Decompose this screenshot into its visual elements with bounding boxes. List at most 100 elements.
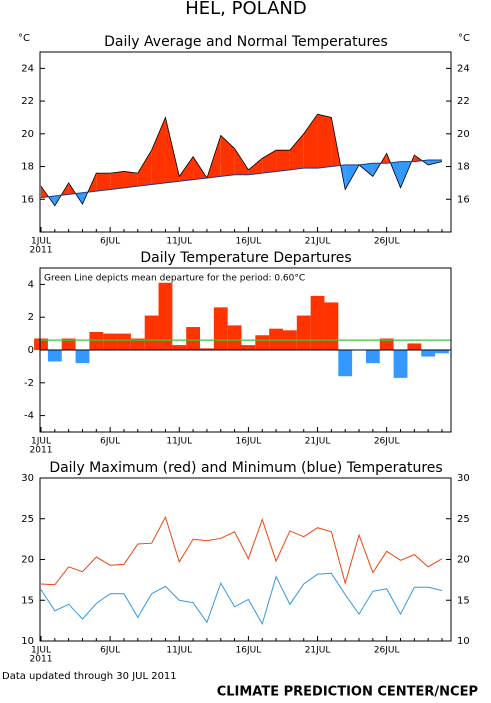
series-line bbox=[40, 572, 443, 626]
bar bbox=[103, 333, 118, 350]
area-above bbox=[289, 133, 304, 170]
x-tick-label: 6JUL bbox=[100, 237, 120, 247]
area-above bbox=[303, 114, 318, 169]
bar bbox=[130, 338, 145, 350]
credit: CLIMATE PREDICTION CENTER/NCEP bbox=[217, 685, 478, 700]
x-tick-label: 11JUL bbox=[166, 237, 192, 247]
area-above bbox=[151, 117, 166, 185]
plot-frame bbox=[39, 267, 452, 433]
area-above bbox=[110, 171, 124, 190]
annotation: Green Line depicts mean departure for th… bbox=[44, 274, 305, 284]
y-tick-label: 22 bbox=[21, 96, 34, 107]
average-line bbox=[40, 113, 443, 207]
y-tick-label: 16 bbox=[21, 194, 34, 205]
y-tick-label: 4 bbox=[28, 279, 34, 290]
footnote: Data updated through 30 JUL 2011 bbox=[2, 671, 177, 682]
y-tick-label: 25 bbox=[457, 514, 470, 525]
x-tick-label: 1JUL bbox=[31, 646, 51, 656]
area-above bbox=[276, 150, 290, 172]
x-tick-label: 6JUL bbox=[100, 437, 120, 447]
area-above bbox=[96, 173, 111, 192]
y-tick-label: 30 bbox=[457, 473, 470, 484]
x-year-label: 2011 bbox=[30, 655, 53, 665]
bar bbox=[365, 350, 380, 364]
bar bbox=[379, 338, 394, 350]
y-tick-label: -4 bbox=[24, 411, 34, 422]
x-tick-label: 21JUL bbox=[305, 646, 331, 656]
chart-title: Daily Temperature Departures bbox=[140, 250, 351, 266]
plot-frame bbox=[39, 51, 452, 233]
y-tick-label: 18 bbox=[457, 162, 470, 173]
y-tick-label: -2 bbox=[24, 378, 34, 389]
y-tick-label: 20 bbox=[21, 129, 34, 140]
bar bbox=[241, 345, 256, 350]
x-tick-label: 26JUL bbox=[374, 237, 400, 247]
bar bbox=[117, 333, 131, 350]
area-above bbox=[123, 171, 138, 188]
chart-title: Daily Maximum (red) and Minimum (blue) T… bbox=[49, 460, 442, 476]
bar bbox=[34, 338, 48, 350]
bar bbox=[144, 315, 159, 350]
x-tick-label: 16JUL bbox=[236, 237, 262, 247]
x-tick-label: 1JUL bbox=[31, 237, 51, 247]
y-tick-label: 22 bbox=[457, 96, 470, 107]
plot-frame bbox=[39, 477, 452, 642]
x-year-label: 2011 bbox=[30, 446, 53, 456]
x-tick-label: 11JUL bbox=[166, 437, 192, 447]
bar bbox=[338, 350, 353, 377]
x-tick-label: 16JUL bbox=[236, 437, 262, 447]
area-above bbox=[317, 114, 332, 169]
area-above bbox=[137, 150, 152, 187]
x-tick-label: 1JUL bbox=[31, 437, 51, 447]
x-year-label: 2011 bbox=[30, 246, 53, 256]
bar bbox=[47, 350, 62, 362]
bar bbox=[172, 345, 187, 350]
y-tick-label: 10 bbox=[457, 636, 470, 647]
x-tick-label: 26JUL bbox=[374, 437, 400, 447]
normal-line bbox=[40, 159, 442, 199]
bar bbox=[421, 350, 436, 357]
bar bbox=[200, 348, 214, 350]
y-tick-label: 25 bbox=[21, 514, 34, 525]
y-tick-label: 30 bbox=[21, 473, 34, 484]
y-tick-label: 20 bbox=[457, 129, 470, 140]
bar bbox=[227, 325, 242, 350]
x-tick-label: 21JUL bbox=[305, 437, 331, 447]
y-tick-label: 10 bbox=[21, 636, 34, 647]
y-tick-label: 20 bbox=[457, 555, 470, 566]
bar bbox=[255, 335, 270, 350]
page-title: HEL, POLAND bbox=[185, 0, 306, 19]
bar bbox=[407, 343, 422, 350]
area-above bbox=[234, 148, 249, 175]
bar bbox=[75, 350, 90, 364]
chart-title: Daily Average and Normal Temperatures bbox=[104, 34, 388, 50]
area-above bbox=[179, 156, 194, 182]
bar bbox=[296, 315, 311, 350]
y-tick-label: 0 bbox=[28, 345, 34, 356]
bar bbox=[435, 350, 449, 354]
area-above bbox=[248, 158, 263, 175]
bar bbox=[213, 307, 228, 350]
y-tick-label: 24 bbox=[21, 63, 34, 74]
y-tick-label: 18 bbox=[21, 162, 34, 173]
x-tick-label: 6JUL bbox=[100, 646, 120, 656]
series-line bbox=[40, 515, 443, 586]
x-tick-label: 11JUL bbox=[166, 646, 192, 656]
bar bbox=[310, 295, 325, 350]
area-above bbox=[262, 150, 277, 174]
bar bbox=[61, 338, 76, 350]
bar bbox=[186, 327, 201, 350]
bar bbox=[269, 328, 283, 350]
y-tick-label: 15 bbox=[21, 595, 34, 606]
y-tick-label: 16 bbox=[457, 194, 470, 205]
y-unit: °C bbox=[18, 33, 30, 44]
bar bbox=[158, 282, 173, 350]
bar bbox=[393, 350, 408, 378]
y-tick-label: 20 bbox=[21, 555, 34, 566]
x-tick-label: 21JUL bbox=[305, 237, 331, 247]
y-tick-label: 2 bbox=[28, 312, 34, 323]
bar bbox=[89, 331, 104, 350]
y-unit: °C bbox=[458, 33, 470, 44]
x-tick-label: 16JUL bbox=[236, 646, 262, 656]
